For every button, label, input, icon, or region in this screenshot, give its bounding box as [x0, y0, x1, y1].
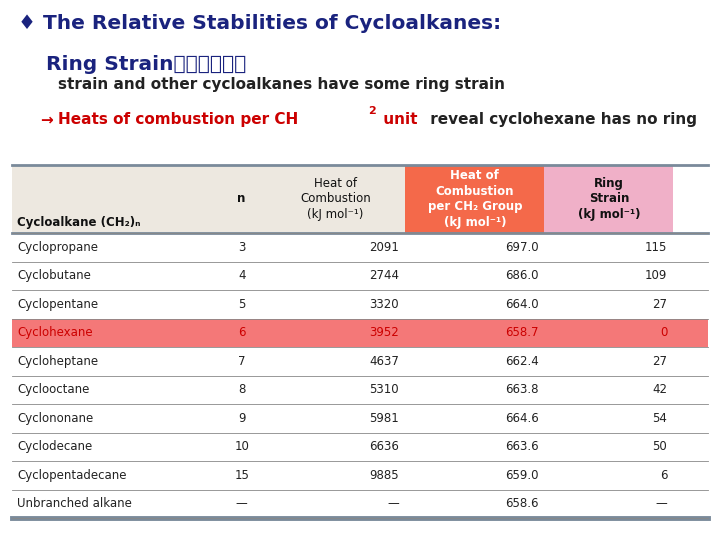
Bar	[266, 165, 405, 233]
Text: 5981: 5981	[369, 411, 399, 425]
Text: 8: 8	[238, 383, 246, 396]
Text: 5310: 5310	[369, 383, 399, 396]
Bar	[12, 461, 708, 489]
Text: 54: 54	[652, 411, 667, 425]
Text: 6636: 6636	[369, 440, 399, 453]
Text: 3320: 3320	[369, 298, 399, 310]
Bar	[405, 165, 544, 233]
Text: 115: 115	[645, 241, 667, 254]
Text: 9: 9	[238, 411, 246, 425]
Text: 50: 50	[652, 440, 667, 453]
Text: 697.0: 697.0	[505, 241, 539, 254]
Text: 2091: 2091	[369, 241, 399, 254]
Bar	[12, 261, 708, 290]
Text: 10: 10	[234, 440, 249, 453]
Text: 4637: 4637	[369, 355, 399, 368]
Text: Cycloalkane (CH₂)ₙ: Cycloalkane (CH₂)ₙ	[17, 216, 140, 229]
Text: 662.4: 662.4	[505, 355, 539, 368]
Text: —: —	[236, 497, 248, 510]
Text: Cyclononane: Cyclononane	[17, 411, 94, 425]
Text: 9885: 9885	[369, 469, 399, 482]
Text: 2: 2	[368, 106, 376, 116]
Text: 6: 6	[660, 469, 667, 482]
Text: Heat of
Combustion
per CH₂ Group
(kJ mol⁻¹): Heat of Combustion per CH₂ Group (kJ mol…	[428, 169, 522, 229]
Bar	[12, 433, 708, 461]
Text: 664.6: 664.6	[505, 411, 539, 425]
Text: strain and other cycloalkanes have some ring strain: strain and other cycloalkanes have some …	[58, 77, 505, 92]
Text: 663.8: 663.8	[505, 383, 539, 396]
Text: 2744: 2744	[369, 269, 399, 282]
Text: 27: 27	[652, 298, 667, 310]
Text: Cyclopentane: Cyclopentane	[17, 298, 98, 310]
Text: 3: 3	[238, 241, 246, 254]
Text: →: →	[40, 112, 53, 127]
Text: Cyclodecane: Cyclodecane	[17, 440, 92, 453]
Text: Cyclohexane: Cyclohexane	[17, 326, 93, 339]
Text: Cyclobutane: Cyclobutane	[17, 269, 91, 282]
Bar	[544, 165, 673, 233]
Text: 658.6: 658.6	[505, 497, 539, 510]
Bar	[12, 404, 708, 433]
Text: unit: unit	[378, 112, 418, 127]
Bar	[12, 290, 708, 319]
Text: 659.0: 659.0	[505, 469, 539, 482]
Bar	[12, 347, 708, 375]
Text: 7: 7	[238, 355, 246, 368]
Text: Heat of
Combustion
(kJ mol⁻¹): Heat of Combustion (kJ mol⁻¹)	[300, 177, 371, 221]
Bar	[12, 375, 708, 404]
Text: 27: 27	[652, 355, 667, 368]
Text: 686.0: 686.0	[505, 269, 539, 282]
Text: Unbranched alkane: Unbranched alkane	[17, 497, 132, 510]
Text: 42: 42	[652, 383, 667, 396]
Text: —: —	[387, 497, 399, 510]
Text: 4: 4	[238, 269, 246, 282]
Text: 15: 15	[234, 469, 249, 482]
Text: 0: 0	[660, 326, 667, 339]
Bar	[12, 319, 708, 347]
Text: —: —	[655, 497, 667, 510]
Text: Cyclopropane: Cyclopropane	[17, 241, 98, 254]
Text: reveal cyclohexane has no ring: reveal cyclohexane has no ring	[425, 112, 697, 127]
Text: n: n	[238, 192, 246, 206]
Text: Cycloheptane: Cycloheptane	[17, 355, 98, 368]
Text: Ring
Strain
(kJ mol⁻¹): Ring Strain (kJ mol⁻¹)	[577, 177, 640, 221]
Bar	[12, 489, 708, 518]
Text: Cyclopentadecane: Cyclopentadecane	[17, 469, 127, 482]
Text: 658.7: 658.7	[505, 326, 539, 339]
Text: Heats of combustion per CH: Heats of combustion per CH	[58, 112, 298, 127]
Text: 5: 5	[238, 298, 246, 310]
Text: 3952: 3952	[369, 326, 399, 339]
Text: 6: 6	[238, 326, 246, 339]
Text: 109: 109	[645, 269, 667, 282]
Text: ♦ The Relative Stabilities of Cycloalkanes:: ♦ The Relative Stabilities of Cycloalkan…	[18, 14, 501, 33]
Text: 663.6: 663.6	[505, 440, 539, 453]
Text: Cyclooctane: Cyclooctane	[17, 383, 89, 396]
Text: 664.0: 664.0	[505, 298, 539, 310]
Text: Ring Strain（環の歪み）: Ring Strain（環の歪み）	[18, 55, 246, 74]
Bar	[217, 165, 266, 233]
Bar	[12, 165, 217, 233]
Bar	[12, 233, 708, 261]
